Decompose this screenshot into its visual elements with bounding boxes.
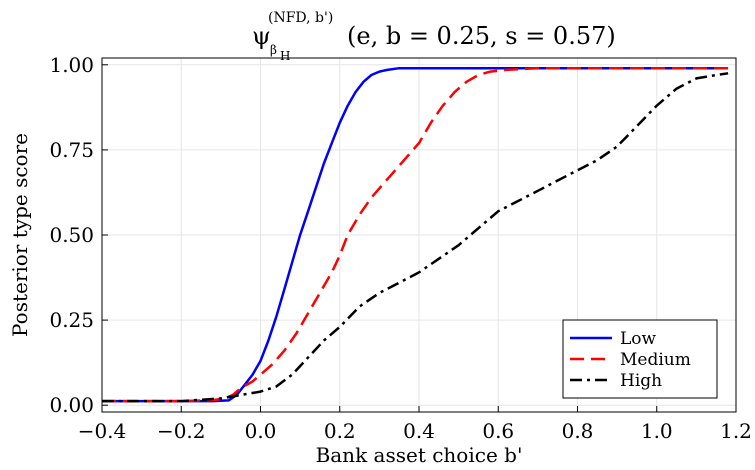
chart-title: ψ (NFD, b') β H (e, b = 0.25, s = 0.57) — [252, 10, 616, 63]
title-superscript: (NFD, b') — [268, 10, 333, 26]
series-line-medium — [102, 66, 729, 403]
y-tick-label: 0.25 — [49, 308, 94, 332]
x-tick-labels: −0.4 −0.2 0.0 0.2 0.4 0.6 0.8 1.0 1.2 — [78, 419, 752, 443]
x-tick-label: 0.4 — [403, 419, 435, 443]
x-tick-label: −0.2 — [157, 419, 206, 443]
x-tick-label: 0.6 — [482, 419, 514, 443]
y-tick-label: 0.50 — [49, 223, 94, 247]
x-axis-label: Bank asset choice b' — [316, 443, 523, 467]
x-tick-label: −0.4 — [78, 419, 127, 443]
y-tick-labels: 0.00 0.25 0.50 0.75 1.00 — [49, 53, 94, 417]
legend-box — [562, 319, 718, 399]
series-group — [102, 66, 729, 403]
title-sub-subscript: H — [280, 49, 290, 63]
series-line-high — [102, 72, 729, 403]
y-tick-label: 1.00 — [49, 53, 94, 77]
series-line-low — [102, 66, 729, 403]
y-tick-label: 0.00 — [49, 393, 94, 417]
x-tick-label: 0.0 — [245, 419, 277, 443]
grid-lines — [101, 58, 737, 412]
title-symbol: ψ — [252, 22, 271, 50]
x-tick-label: 1.2 — [720, 419, 752, 443]
title-subscript: β — [270, 43, 277, 57]
title-args: (e, b = 0.25, s = 0.57) — [347, 22, 616, 50]
tick-marks — [101, 64, 737, 412]
y-axis-label: Posterior type score — [8, 133, 32, 337]
x-tick-label: 0.8 — [562, 419, 594, 443]
legend-label-low: Low — [620, 329, 657, 349]
legend-label-medium: Medium — [620, 350, 691, 370]
x-tick-label: 0.2 — [324, 419, 356, 443]
x-tick-label: 1.0 — [641, 419, 673, 443]
y-tick-label: 0.75 — [49, 138, 94, 162]
legend-label-high: High — [620, 371, 662, 391]
